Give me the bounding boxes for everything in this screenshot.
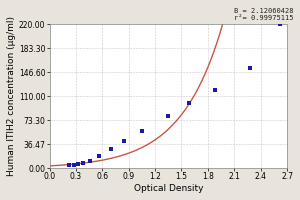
Point	[166, 114, 171, 117]
Point	[122, 139, 127, 142]
Point	[88, 159, 92, 163]
Point	[75, 162, 80, 165]
Point	[80, 161, 85, 164]
Point	[186, 101, 191, 104]
Y-axis label: Human ITIH2 concentration (μg/ml): Human ITIH2 concentration (μg/ml)	[7, 16, 16, 176]
Point	[67, 163, 71, 166]
Point	[278, 23, 282, 26]
Point	[109, 147, 113, 150]
X-axis label: Optical Density: Optical Density	[134, 184, 203, 193]
Point	[72, 163, 76, 166]
Point	[212, 88, 217, 91]
Point	[96, 155, 101, 158]
Text: B = 2.12060428
r²= 0.99975115: B = 2.12060428 r²= 0.99975115	[235, 8, 294, 21]
Point	[140, 129, 144, 132]
Point	[248, 67, 253, 70]
